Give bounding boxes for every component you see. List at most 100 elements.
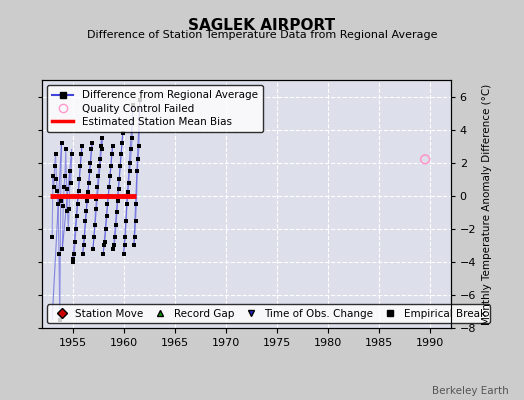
Point [94,173,102,179]
Point [77,151,85,158]
Point [126,160,135,166]
Point [129,102,137,108]
Point [119,250,128,257]
Point [111,234,119,240]
Point [121,242,129,248]
Point [61,173,69,179]
Point [127,146,136,153]
Point [118,140,126,146]
Point [105,184,113,191]
Point [70,250,79,257]
Point [116,163,124,169]
Point [99,250,107,257]
Point [109,246,117,252]
Point [100,242,108,248]
Point [91,222,99,229]
Point [421,156,429,162]
Point [83,198,91,204]
Point [61,146,70,153]
Point [59,202,68,209]
Point [75,176,83,182]
Point [73,212,81,219]
Point [62,186,71,192]
Point [114,198,122,204]
Point [128,135,136,141]
Point [84,179,93,186]
Point [92,196,101,202]
Point [118,130,127,136]
Point [97,135,106,141]
Point [125,179,133,186]
Point [113,209,121,216]
Point [57,198,65,204]
Point [60,184,68,191]
Point [123,201,131,207]
Point [129,242,138,248]
Point [134,156,143,162]
Point [58,246,67,252]
Point [56,316,64,323]
Point [52,176,61,182]
Point [50,163,59,169]
Point [81,217,90,224]
Point [54,201,62,207]
Point [90,234,98,240]
Point [80,242,88,248]
Point [115,176,124,182]
Point [121,234,129,240]
Point [48,234,56,240]
Point [112,222,120,229]
Point [64,226,72,232]
Point [102,212,111,219]
Point [80,234,89,240]
Point [53,188,61,194]
Point [101,239,109,245]
Point [63,208,72,214]
Point [84,189,92,196]
Point [103,201,112,207]
Point [108,143,117,149]
Point [65,206,73,212]
Text: Difference of Station Temperature Data from Regional Average: Difference of Station Temperature Data f… [87,30,437,40]
Point [107,163,115,169]
Point [89,246,97,252]
Point [132,217,140,224]
Point [50,184,58,191]
Legend: Station Move, Record Gap, Time of Obs. Change, Empirical Break: Station Move, Record Gap, Time of Obs. C… [47,304,490,323]
Y-axis label: Monthly Temperature Anomaly Difference (°C): Monthly Temperature Anomaly Difference (… [482,83,492,325]
Point [69,259,78,265]
Point [91,206,100,212]
Point [135,143,143,149]
Point [114,186,123,192]
Point [104,192,113,199]
Point [124,189,132,196]
Point [132,201,140,207]
Point [110,242,118,248]
Point [98,146,106,153]
Point [107,151,116,158]
Point [49,173,57,179]
Point [51,151,60,158]
Point [96,143,105,149]
Point [85,168,94,174]
Point [136,97,144,103]
Point [86,160,95,166]
Point [125,168,134,174]
Point [68,151,76,158]
Point [78,143,86,149]
Point [88,140,96,146]
Point [73,201,82,207]
Point [130,234,139,240]
Point [93,184,102,191]
Point [68,255,77,262]
Point [117,151,125,158]
Point [74,188,83,194]
Point [76,163,84,169]
Point [57,140,66,146]
Point [71,239,79,245]
Point [102,226,110,232]
Point [133,168,141,174]
Point [72,226,80,232]
Point [106,173,114,179]
Point [55,250,63,257]
